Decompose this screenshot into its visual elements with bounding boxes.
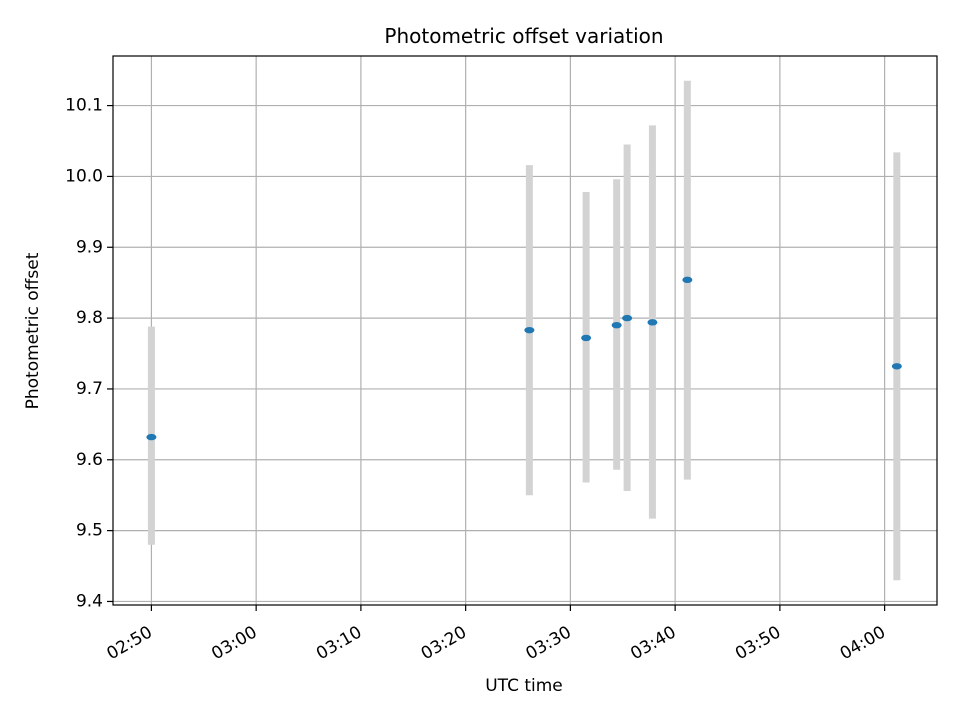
x-axis-ticks: 02:50 03:00 03:10 03:20 03:30 03:40 03:50 04:00 [103, 605, 889, 664]
grid [113, 56, 937, 605]
y-tick-label: 9.7 [76, 379, 103, 399]
y-axis-title: Photometric offset [23, 252, 43, 409]
x-tick-label: 03:10 [313, 622, 365, 664]
x-axis-title: UTC time [485, 676, 563, 696]
data-point [146, 433, 157, 441]
y-tick-label: 9.6 [76, 450, 103, 470]
data-point [611, 321, 622, 329]
y-tick-label: 9.9 [76, 237, 103, 257]
plot-area-frame [112, 55, 938, 606]
error-bars [147, 80, 901, 581]
x-tick-label: 03:50 [732, 622, 784, 664]
data-point [647, 319, 658, 326]
x-tick-label: 03:00 [208, 622, 260, 664]
data-point [891, 363, 902, 370]
x-tick-label: 03:40 [627, 622, 679, 664]
y-tick-label: 9.5 [76, 521, 103, 541]
x-tick-label: 03:20 [418, 622, 470, 664]
y-tick-label: 10.0 [65, 166, 103, 186]
x-tick-label: 02:50 [103, 622, 155, 664]
y-axis-ticks: 9.4 9.5 9.6 9.7 9.8 9.9 10.0 10.1 [65, 96, 113, 611]
data-point [524, 326, 535, 334]
data-points [146, 276, 902, 441]
y-tick-label: 9.8 [76, 308, 103, 328]
data-point [682, 276, 693, 284]
y-tick-label: 10.1 [65, 96, 103, 116]
chart-title: Photometric offset variation [384, 24, 663, 48]
x-tick-label: 04:00 [837, 622, 889, 664]
x-tick-label: 03:30 [522, 622, 574, 664]
data-point [622, 314, 633, 322]
y-tick-label: 9.4 [76, 591, 103, 611]
data-point [581, 334, 592, 342]
